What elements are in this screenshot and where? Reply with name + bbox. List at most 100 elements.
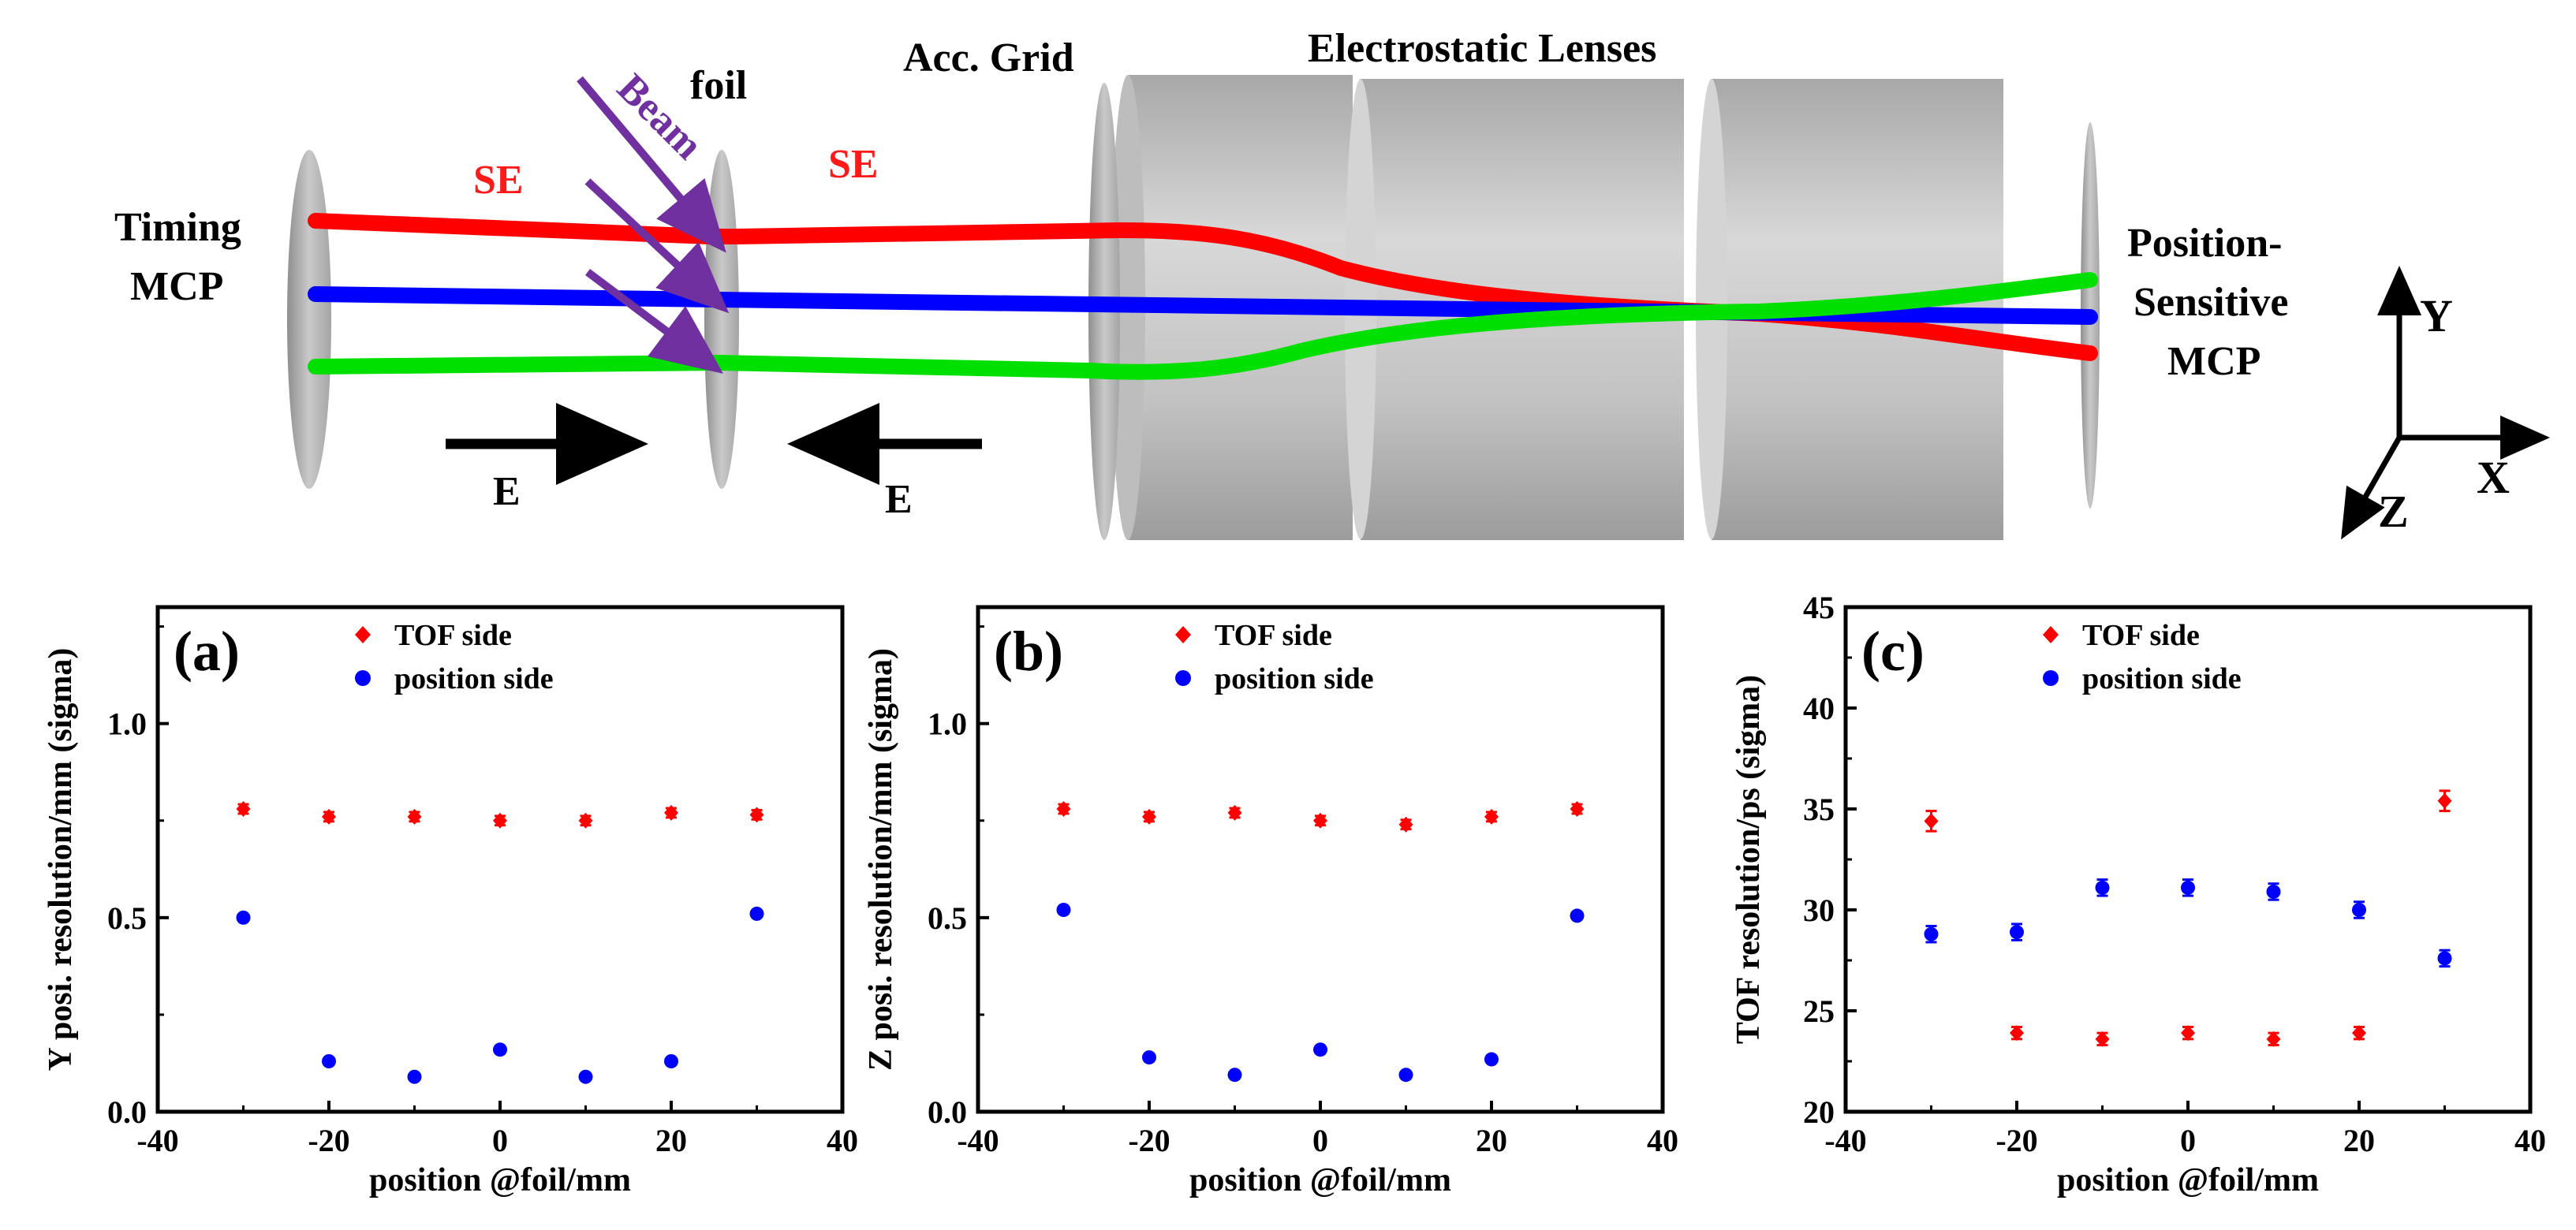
y-axis-label: Z posi. resolution/mm (sigma)	[863, 648, 899, 1071]
timing-mcp-label-line2: MCP	[130, 264, 223, 309]
y-tick-label: 40	[1803, 691, 1835, 726]
beam-arrows	[577, 76, 730, 374]
data-point-diamond	[2266, 1031, 2281, 1047]
x-tick-label: -20	[1995, 1123, 2037, 1158]
legend-marker-diamond	[2043, 626, 2059, 643]
y-tick-label: 20	[1803, 1094, 1835, 1130]
data-point-diamond	[2010, 1025, 2024, 1042]
x-tick-label: 40	[2514, 1123, 2546, 1158]
y-tick-label: 0.0	[107, 1094, 147, 1130]
legend-marker-circle	[355, 670, 371, 686]
data-point-circle	[749, 906, 764, 921]
psmcp-label-line2: Sensitive	[2134, 280, 2288, 325]
psmcp-label-line3: MCP	[2167, 339, 2261, 384]
data-point-circle	[1056, 903, 1071, 917]
chart-panel-a: -40 -20 0 20 40 0.0 0.5 1.0 position @foil/mm Y p…	[43, 605, 858, 1198]
x-tick-label: 20	[1476, 1123, 1507, 1158]
foil-label: foil	[690, 63, 747, 108]
x-tick-label: -40	[136, 1123, 178, 1158]
e-field-label-right: E	[885, 477, 913, 522]
y-tick-label: 25	[1803, 993, 1835, 1029]
x-tick-label: 20	[655, 1123, 687, 1158]
y-tick-label: 1.0	[107, 706, 147, 742]
data-point-diamond	[749, 807, 764, 823]
data-point-diamond	[1227, 804, 1242, 821]
data-point-circle	[578, 1069, 593, 1084]
y-tick-label: 35	[1803, 792, 1835, 827]
data-point-diamond	[493, 812, 507, 829]
y-axis-label: TOF resolution/ps (sigma)	[1730, 675, 1767, 1044]
data-point-circle	[2095, 880, 2110, 895]
data-point-circle	[236, 910, 251, 925]
se-left-label: SE	[473, 158, 524, 203]
panel-label: (b)	[994, 620, 1063, 683]
legend-marker-diamond	[355, 626, 371, 643]
data-point-diamond	[407, 808, 422, 825]
data-point-circle	[2352, 903, 2366, 917]
legend-marker-circle	[1175, 670, 1191, 686]
x-tick-label: 20	[2343, 1123, 2375, 1158]
data-point-circle	[2010, 925, 2024, 940]
data-point-diamond	[578, 812, 593, 829]
data-point-diamond	[1570, 801, 1585, 817]
x-tick-label: 40	[827, 1123, 858, 1158]
x-tick-label: -20	[1128, 1123, 1170, 1158]
panel-label: (c)	[1861, 620, 1925, 683]
legend-marker-circle	[2043, 670, 2059, 686]
data-point-diamond	[1924, 813, 1939, 829]
y-tick-label: 0.5	[107, 900, 147, 936]
data-point-circle	[322, 1054, 336, 1068]
data-point-circle	[664, 1054, 678, 1068]
data-point-circle	[2181, 880, 2195, 895]
data-point-diamond	[1398, 816, 1413, 833]
legend-label: TOF side	[2082, 619, 2200, 652]
data-point-circle	[1142, 1050, 1156, 1065]
data-point-circle	[1924, 926, 1939, 941]
data-point-diamond	[1056, 801, 1071, 817]
data-point-diamond	[236, 801, 251, 817]
data-point-circle	[407, 1069, 422, 1084]
y-tick-label: 0.0	[928, 1094, 967, 1130]
chart-panel-b: -40 -20 0 20 40 0.0 0.5 1.0 position @foil/mm Z p…	[863, 605, 1678, 1198]
data-point-circle	[1227, 1068, 1242, 1083]
data-point-diamond	[1142, 808, 1156, 825]
y-tick-label: 1.0	[928, 706, 967, 742]
trajectory-top	[308, 213, 2098, 361]
data-point-diamond	[322, 808, 336, 825]
beam-arrow-2	[584, 178, 730, 314]
psmcp-label-line1: Position-	[2127, 221, 2282, 266]
legend-marker-diamond	[1175, 626, 1191, 643]
x-tick-label: -20	[308, 1123, 349, 1158]
chart-panel-c: -40 -20 0 20 40 20 25 30 35 40 45 position @foil/mm…	[1730, 590, 2546, 1198]
data-point-diamond	[2095, 1031, 2110, 1047]
e-field-label-left: E	[493, 469, 521, 514]
beam-arrow-3	[585, 269, 723, 374]
data-point-diamond	[2437, 792, 2452, 809]
y-tick-label: 30	[1803, 893, 1835, 928]
trajectory-bottom	[308, 272, 2098, 380]
y-tick-label: 45	[1803, 590, 1835, 625]
x-tick-label: 40	[1647, 1123, 1678, 1158]
data-point-diamond	[1484, 808, 1499, 825]
foil	[704, 150, 739, 489]
lenses-label: Electrostatic Lenses	[1308, 26, 1656, 71]
x-tick-label: 0	[492, 1123, 508, 1158]
data-point-diamond	[664, 804, 678, 821]
x-axis-letter: X	[2477, 452, 2510, 503]
legend-label: TOF side	[1215, 619, 1332, 652]
data-point-diamond	[2352, 1025, 2366, 1042]
apparatus-schematic: Timing MCP SE SE Beam foil Acc. Grid Ele…	[114, 26, 2550, 540]
z-axis-arrow	[2341, 436, 2402, 540]
x-axis-label: position @foil/mm	[2057, 1162, 2319, 1198]
x-tick-label: 0	[2180, 1123, 2196, 1158]
data-point-circle	[493, 1042, 507, 1057]
acc-grid-label: Acc. Grid	[903, 35, 1074, 80]
data-point-circle	[1398, 1068, 1413, 1083]
data-point-circle	[1570, 908, 1585, 923]
legend-label: TOF side	[394, 619, 512, 652]
panel-label: (a)	[174, 620, 240, 683]
data-point-diamond	[1313, 812, 1327, 829]
se-right-label: SE	[828, 142, 879, 187]
data-point-circle	[1484, 1052, 1499, 1067]
beam-arrow-1	[577, 76, 726, 253]
